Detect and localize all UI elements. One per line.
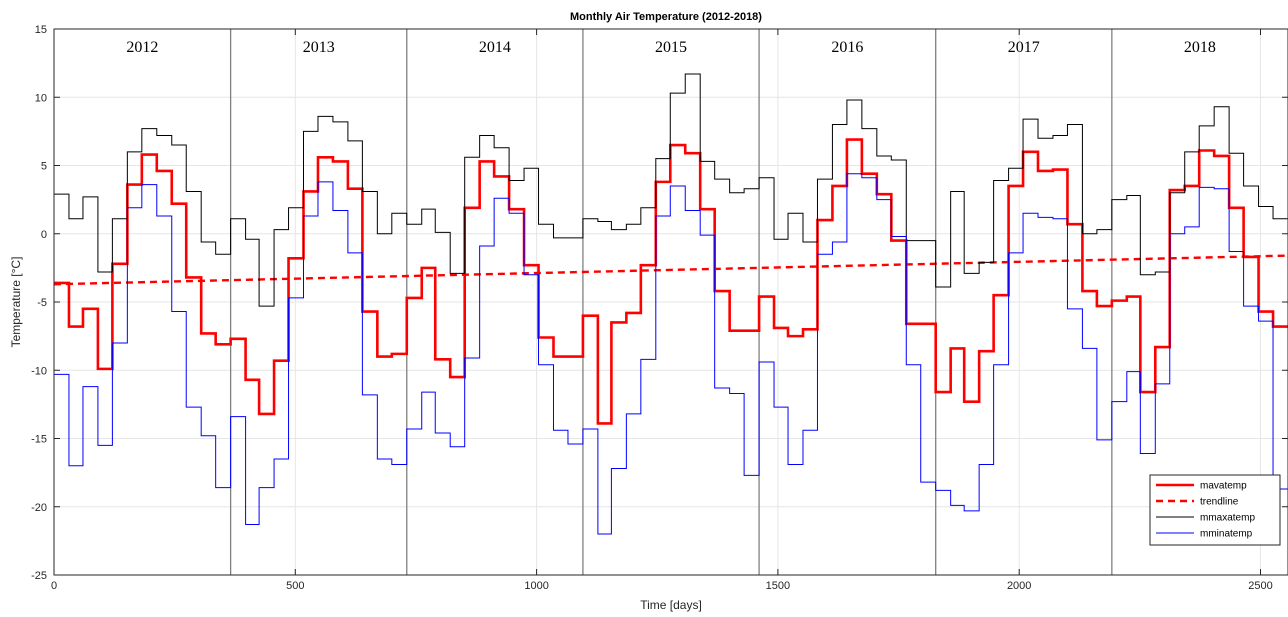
chart-title: Monthly Air Temperature (2012-2018): [570, 11, 762, 23]
year-label: 2016: [831, 39, 863, 56]
y-tick-label: 10: [35, 92, 47, 104]
year-label: 2015: [655, 39, 687, 56]
year-label: 2012: [126, 39, 158, 56]
y-tick-label: 5: [41, 161, 47, 173]
y-tick-label: 0: [41, 229, 47, 241]
y-tick-label: -5: [37, 297, 47, 309]
y-tick-label: -20: [31, 502, 47, 514]
y-tick-label: -25: [31, 570, 47, 582]
legend: mavatemp trendline mmaxatemp mminatemp: [1149, 474, 1281, 546]
x-tick-label: 2500: [1248, 580, 1272, 592]
series-line-mmaxatemp: [54, 73, 1288, 307]
legend-label-trendline: trendline: [1200, 497, 1239, 508]
year-label: 2017: [1008, 39, 1040, 56]
x-tick-label: 0: [51, 580, 57, 592]
series-line-trendline: [53, 254, 1288, 286]
series-line-mavatemp: [54, 138, 1288, 425]
y-tick-label: -10: [31, 365, 47, 377]
year-label: 2013: [303, 39, 335, 56]
data-series: [53, 73, 1288, 535]
series-line-mminatemp: [54, 173, 1288, 535]
year-label: 2018: [1184, 39, 1216, 56]
x-tick-label: 1500: [766, 580, 790, 592]
year-label: 2014: [479, 39, 511, 56]
x-axis-title: Time [days]: [640, 598, 702, 612]
y-tick-label: -15: [31, 434, 47, 446]
legend-label-mmaxatemp: mmaxatemp: [1200, 513, 1255, 524]
x-tick-label: 500: [286, 580, 304, 592]
axes: 0 500 1000 1500 2000 2500 -25 -20 -15 -10 -5 0 5 10 15: [31, 24, 1288, 592]
legend-label-mminatemp: mminatemp: [1200, 529, 1253, 540]
y-axis-title: Temperature [°C]: [9, 257, 23, 348]
y-tick-label: 15: [35, 24, 47, 36]
x-tick-label: 1000: [524, 580, 548, 592]
x-tick-label: 2000: [1007, 580, 1031, 592]
legend-label-mavatemp: mavatemp: [1200, 481, 1247, 492]
